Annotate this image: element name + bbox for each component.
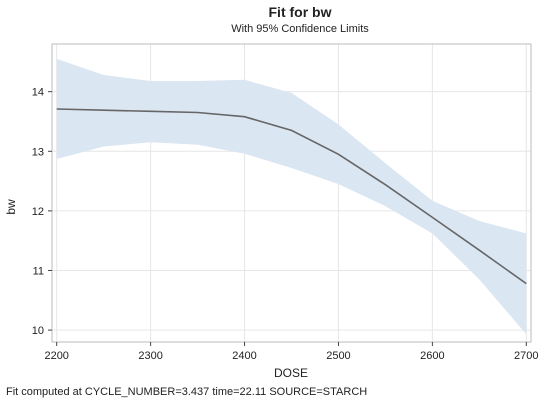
confidence-band bbox=[56, 58, 527, 335]
confidence-band-layer bbox=[56, 58, 527, 335]
x-tick-label: 2500 bbox=[326, 350, 350, 362]
x-tick-label: 2200 bbox=[44, 350, 68, 362]
x-axis-label: DOSE bbox=[274, 366, 308, 380]
chart-title: Fit for bw bbox=[269, 4, 332, 20]
chart-subtitle: With 95% Confidence Limits bbox=[231, 23, 369, 35]
y-tick-label: 14 bbox=[32, 87, 44, 99]
x-axis-ticks: 2200 2300 2400 2500 2600 2700 bbox=[44, 342, 539, 362]
y-axis-label: bw bbox=[4, 199, 18, 215]
fit-line-layer bbox=[56, 108, 527, 285]
x-tick-label: 2300 bbox=[138, 350, 162, 362]
y-tick-label: 13 bbox=[32, 146, 44, 158]
y-tick-label: 11 bbox=[33, 265, 44, 277]
y-tick-label: 12 bbox=[32, 206, 44, 218]
plot-border bbox=[51, 43, 532, 343]
y-axis-ticks: 10 11 12 13 14 bbox=[32, 87, 52, 337]
fit-line bbox=[56, 108, 527, 285]
x-tick-label: 2400 bbox=[232, 350, 256, 362]
plot-frame bbox=[51, 43, 532, 343]
y-tick-label: 10 bbox=[32, 325, 44, 337]
x-tick-label: 2700 bbox=[514, 350, 538, 362]
fit-footnote: Fit computed at CYCLE_NUMBER=3.437 time=… bbox=[6, 386, 368, 398]
x-tick-label: 2600 bbox=[420, 350, 444, 362]
